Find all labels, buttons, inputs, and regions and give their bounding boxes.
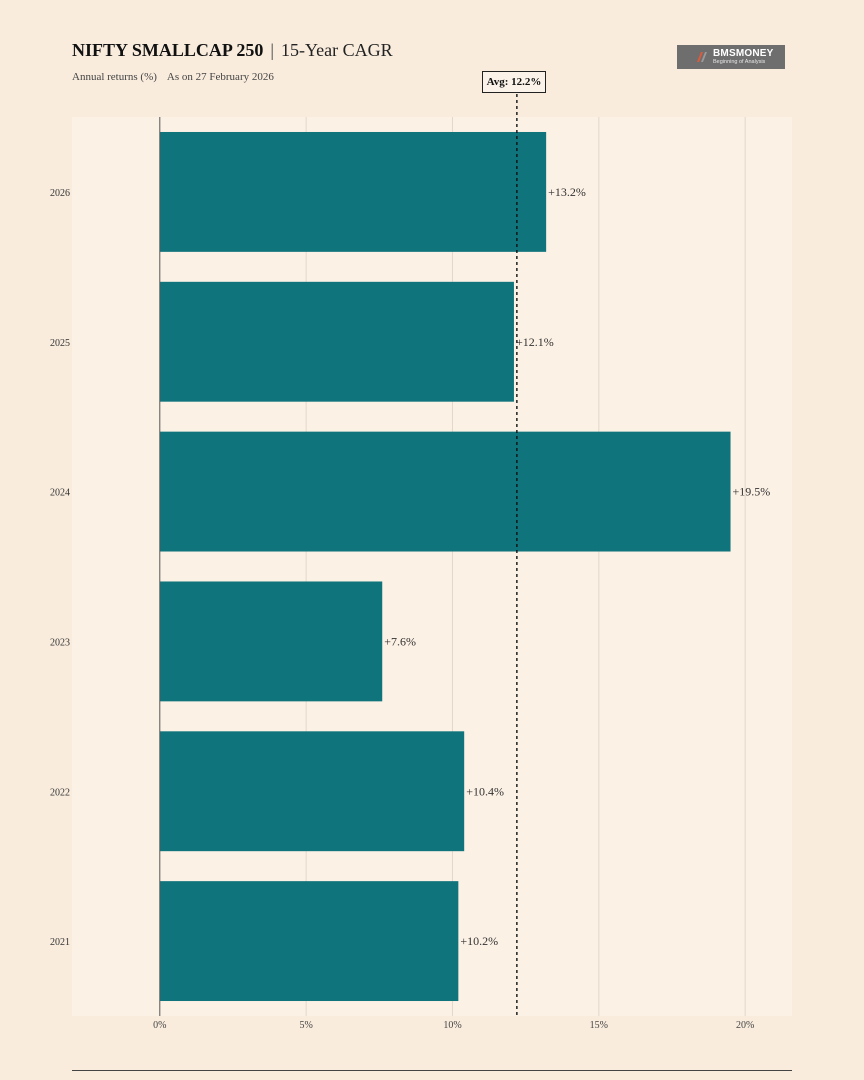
bar-value-label: +7.6% bbox=[384, 634, 416, 648]
y-tick-label: 2023 bbox=[50, 637, 70, 648]
x-tick-label: 15% bbox=[590, 1020, 608, 1031]
y-tick-label: 2022 bbox=[50, 787, 70, 798]
logo-name: BMSMONEY bbox=[713, 48, 774, 59]
bottom-divider bbox=[72, 1070, 792, 1071]
y-tick-label: 2025 bbox=[50, 338, 70, 349]
x-tick-label: 20% bbox=[736, 1020, 754, 1031]
title-separator: | bbox=[270, 40, 274, 60]
bar bbox=[159, 731, 465, 852]
y-tick-label: 2026 bbox=[50, 188, 70, 199]
bar bbox=[159, 881, 459, 1002]
bar-value-label: +19.5% bbox=[733, 485, 771, 499]
bar bbox=[159, 281, 514, 402]
chart-title: NIFTY SMALLCAP 250 | 15-Year CAGR bbox=[72, 40, 393, 61]
brand-logo: BMSMONEY Beginning of Analysis bbox=[677, 45, 785, 69]
chart-title-main: NIFTY SMALLCAP 250 bbox=[72, 40, 264, 60]
chart-subtitle: Annual returns (%) As on 27 February 2026 bbox=[72, 71, 274, 83]
x-tick-label: 10% bbox=[443, 1020, 461, 1031]
bmsmoney-logo-icon bbox=[697, 52, 707, 62]
bar bbox=[159, 131, 547, 252]
x-tick-label: 5% bbox=[299, 1020, 312, 1031]
bar-value-label: +10.4% bbox=[466, 784, 504, 798]
bar bbox=[159, 581, 383, 702]
chart-title-suffix: 15-Year CAGR bbox=[280, 40, 393, 60]
y-tick-label: 2021 bbox=[50, 937, 70, 948]
subtitle-metric: Annual returns (%) bbox=[72, 71, 157, 83]
subtitle-date: As on 27 February 2026 bbox=[166, 71, 274, 83]
logo-tagline: Beginning of Analysis bbox=[713, 59, 766, 65]
bar-value-label: +13.2% bbox=[548, 185, 586, 199]
x-tick-label: 0% bbox=[153, 1020, 166, 1031]
y-tick-label: 2024 bbox=[50, 488, 70, 499]
plot-area bbox=[72, 117, 792, 1016]
bar-value-label: +12.1% bbox=[516, 335, 554, 349]
average-label: Avg: 12.2% bbox=[482, 71, 546, 93]
bar-value-label: +10.2% bbox=[460, 934, 498, 948]
bar bbox=[159, 431, 731, 552]
